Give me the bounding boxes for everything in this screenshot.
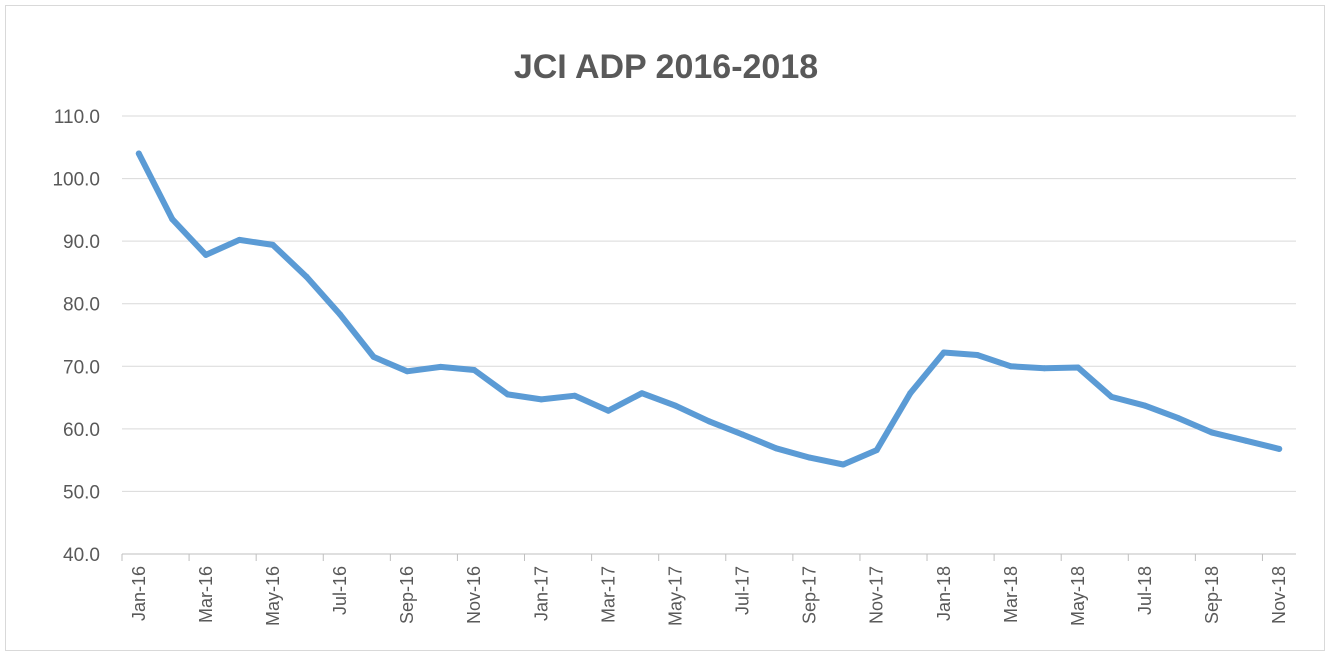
x-tick-label: Sep-16 <box>397 566 417 624</box>
data-point <box>739 431 746 438</box>
data-point <box>672 402 679 409</box>
data-point <box>940 349 947 356</box>
data-point <box>974 352 981 358</box>
series-line <box>135 150 1283 468</box>
data-point <box>135 150 142 157</box>
data-point <box>1276 445 1283 452</box>
x-tick-label: Sep-17 <box>800 566 820 624</box>
y-tick-label: 80.0 <box>63 295 100 316</box>
gridlines <box>122 115 1296 492</box>
data-point <box>1242 437 1249 444</box>
x-tick-label: Sep-18 <box>1202 566 1222 624</box>
data-point <box>1108 393 1115 400</box>
y-tick-label: 100.0 <box>52 170 100 191</box>
y-tick-label: 60.0 <box>63 420 100 441</box>
y-tick-label: 50.0 <box>63 482 100 503</box>
y-axis-ticks: 40.0 50.0 60.0 70.0 80.0 90.0 100.0 110.0 <box>52 107 100 566</box>
x-axis: Jan-16 Mar-16 May-16 Jul-16 Sep-16 Nov-16 Jan-… <box>121 553 1296 626</box>
data-point <box>907 390 914 397</box>
data-point <box>873 447 880 454</box>
data-point <box>1175 415 1182 422</box>
data-point <box>303 273 310 280</box>
data-point <box>337 311 343 318</box>
data-point <box>1209 429 1216 436</box>
y-tick-label: 70.0 <box>63 357 100 378</box>
x-tick-label: Jul-16 <box>330 566 350 615</box>
data-point <box>504 391 511 398</box>
data-point <box>437 363 444 370</box>
data-point <box>236 236 243 243</box>
x-tick-label: Nov-18 <box>1269 566 1289 624</box>
x-tick-label: Jan-16 <box>129 566 149 621</box>
y-tick-label: 90.0 <box>63 232 100 253</box>
data-point <box>605 407 612 414</box>
chart-area: JCI ADP 2016-2018 40.0 50.0 60.0 70.0 80.0 90… <box>5 5 1325 651</box>
chart-title: JCI ADP 2016-2018 <box>514 48 818 86</box>
data-point <box>169 216 176 223</box>
data-point <box>840 461 847 468</box>
data-point <box>404 368 411 375</box>
data-point <box>1075 364 1081 371</box>
data-point <box>202 251 209 258</box>
x-tick-label: Mar-18 <box>1001 566 1021 623</box>
data-point <box>706 418 712 425</box>
x-tick-label: Jul-17 <box>733 566 753 615</box>
data-point <box>269 241 276 248</box>
x-tick-label: Nov-17 <box>867 566 887 624</box>
data-point <box>638 390 645 397</box>
data-point <box>1041 365 1048 372</box>
x-tick-label: Jan-17 <box>531 566 551 621</box>
x-tick-label: Mar-17 <box>598 566 618 623</box>
x-tick-label: Jul-18 <box>1135 566 1155 615</box>
data-point <box>471 367 478 373</box>
line-chart: JCI ADP 2016-2018 40.0 50.0 60.0 70.0 80.0 90… <box>52 48 1296 626</box>
data-point <box>1142 402 1149 409</box>
x-tick-label: Nov-16 <box>464 566 484 624</box>
x-tick-label: May-18 <box>1068 566 1088 626</box>
data-point <box>370 353 377 360</box>
data-point <box>538 396 545 403</box>
x-tick-label: May-17 <box>665 566 685 626</box>
data-point <box>1007 363 1014 370</box>
x-tick-label: Jan-18 <box>934 566 954 621</box>
y-tick-label: 110.0 <box>54 107 100 128</box>
data-point <box>773 445 780 452</box>
series-layer <box>135 150 1283 468</box>
y-tick-label: 40.0 <box>63 545 100 566</box>
data-point <box>571 392 578 399</box>
x-tick-label: Mar-16 <box>196 566 216 623</box>
x-tick-label: May-16 <box>263 566 283 626</box>
data-point <box>806 454 813 461</box>
